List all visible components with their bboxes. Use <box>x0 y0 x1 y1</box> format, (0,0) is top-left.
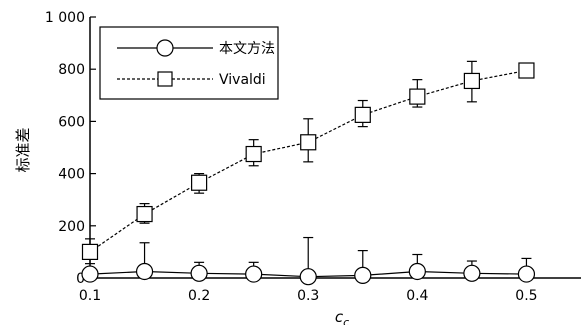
plot-area: 0 200 400 600 800 1 000 0.1 0.2 0.3 0.4 0.5 <box>45 10 581 304</box>
data-point <box>81 243 99 260</box>
data-point <box>354 106 371 123</box>
data-point <box>408 262 426 281</box>
data-point <box>517 265 536 283</box>
data-point <box>518 62 535 79</box>
x-tick-label: 0.5 <box>515 288 537 304</box>
legend-item-2-label: Vivaldi <box>219 72 266 88</box>
y-tick-label: 400 <box>58 167 85 183</box>
legend-item-2: Vivaldi <box>117 71 266 88</box>
data-point <box>191 174 208 191</box>
data-point <box>409 88 426 105</box>
y-tick-label: 200 <box>58 219 85 235</box>
y-tick-label: 1 000 <box>45 10 85 26</box>
y-tick-label: 0 <box>76 271 85 287</box>
data-point <box>300 134 317 151</box>
x-tick-label: 0.2 <box>188 288 210 304</box>
y-tick-label: 800 <box>58 62 85 78</box>
x-tick-label: 0.1 <box>79 288 101 304</box>
data-point <box>463 72 480 90</box>
legend-item-2-marker <box>157 71 173 87</box>
legend-box <box>99 26 279 100</box>
series-1 <box>81 236 536 286</box>
legend: 本文方法 Vivaldi <box>99 26 279 100</box>
data-point <box>463 264 481 282</box>
legend-item-1-marker <box>156 39 174 57</box>
data-point <box>245 145 262 163</box>
y-axis-label: 标准差 <box>14 127 32 172</box>
series-2 <box>81 60 535 265</box>
y-tick-label: 600 <box>58 114 85 130</box>
data-point <box>190 264 208 282</box>
data-point <box>136 205 153 223</box>
data-point <box>135 262 154 281</box>
y-ticks: 0 200 400 600 800 1 000 <box>45 10 96 287</box>
data-point <box>245 265 263 283</box>
x-tick-label: 0.4 <box>406 288 428 304</box>
data-point <box>81 265 99 283</box>
x-axis-label-main: c <box>335 308 344 325</box>
legend-item-1: 本文方法 <box>117 39 275 57</box>
data-point <box>354 266 372 284</box>
x-tick-label: 0.3 <box>297 288 319 304</box>
x-axis-label: cc <box>335 308 349 325</box>
legend-item-1-label: 本文方法 <box>219 41 275 57</box>
data-point <box>299 268 317 286</box>
x-axis-label-subscript: c <box>343 316 349 325</box>
series-layer <box>81 60 536 286</box>
